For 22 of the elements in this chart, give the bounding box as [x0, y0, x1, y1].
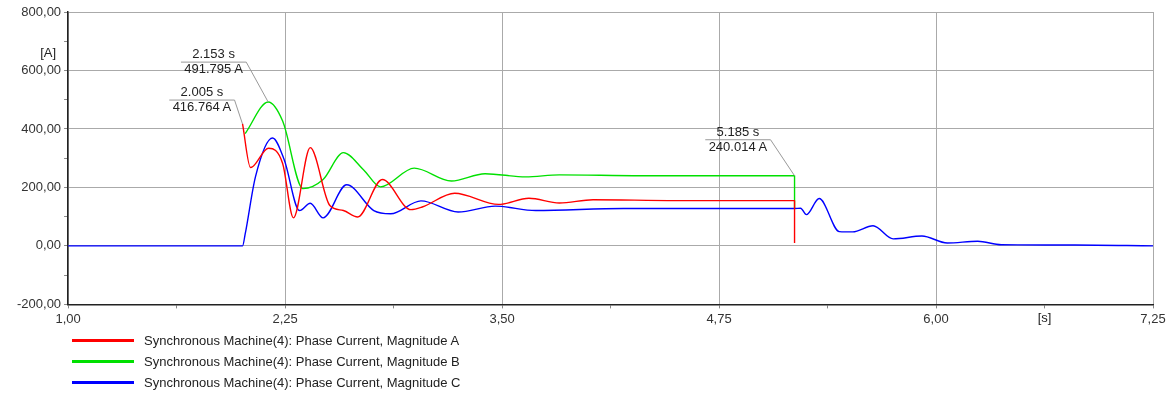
y-tick-label: 600,00: [21, 62, 62, 78]
x-axis-title: [s]: [1037, 310, 1052, 326]
x-tick-label: 1,00: [55, 310, 81, 326]
legend-label: Synchronous Machine(4): Phase Current, Magnitude B: [144, 354, 460, 369]
y-tick-label: 400,00: [21, 120, 62, 136]
x-tick-label: 2,25: [272, 310, 298, 326]
y-axis-title: [A]: [40, 44, 57, 60]
x-tick-label: 3,50: [489, 310, 515, 326]
legend-label: Synchronous Machine(4): Phase Current, Magnitude A: [144, 333, 460, 348]
legend-label: Synchronous Machine(4): Phase Current, Magnitude C: [144, 375, 461, 390]
x-tick-label: 4,75: [706, 310, 732, 326]
annotation: 5.185 s 240.014 A: [708, 123, 768, 154]
x-tick-label: 6,00: [923, 310, 949, 326]
annotation: 2.153 s 491.795 A: [184, 46, 244, 77]
annotation: 2.005 s 416.764 A: [172, 84, 232, 115]
line-series: [68, 137, 1153, 247]
y-tick-label: -200,00: [17, 295, 62, 311]
y-tick-label: 0,00: [35, 237, 62, 253]
line-series: [241, 123, 796, 244]
x-tick-label: 7,25: [1140, 310, 1166, 326]
y-tick-label: 200,00: [21, 179, 62, 195]
y-tick-label: 800,00: [21, 3, 62, 19]
